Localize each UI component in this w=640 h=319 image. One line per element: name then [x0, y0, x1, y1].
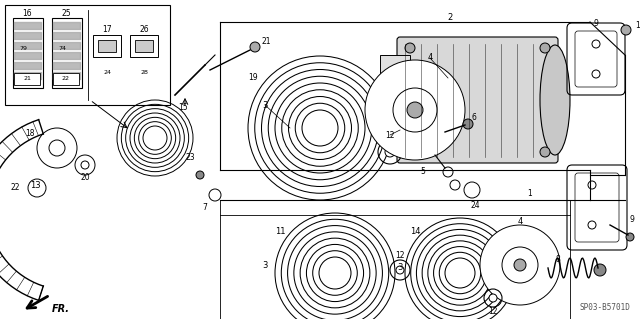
Text: 79: 79 [19, 46, 27, 50]
Circle shape [396, 266, 404, 274]
Text: 5: 5 [420, 167, 425, 176]
Circle shape [592, 40, 600, 48]
Bar [5, 5, 170, 105]
Text: 74: 74 [58, 46, 66, 50]
Ellipse shape [540, 45, 570, 155]
Text: 24: 24 [103, 70, 111, 75]
Text: 16: 16 [22, 9, 32, 18]
Circle shape [540, 147, 550, 157]
Circle shape [37, 128, 77, 168]
Text: 9: 9 [593, 19, 598, 27]
Bar [14, 73, 40, 85]
Circle shape [28, 179, 46, 197]
Circle shape [588, 221, 596, 229]
Text: 12: 12 [396, 250, 404, 259]
Text: 6: 6 [472, 114, 477, 122]
Text: 22: 22 [62, 76, 70, 80]
Text: 21: 21 [262, 38, 271, 47]
Circle shape [592, 70, 600, 78]
Circle shape [588, 181, 596, 189]
Text: 21: 21 [23, 76, 31, 80]
Circle shape [594, 264, 606, 276]
Circle shape [450, 180, 460, 190]
Circle shape [626, 233, 634, 241]
Text: 11: 11 [275, 227, 285, 236]
Text: 24: 24 [470, 201, 480, 210]
FancyBboxPatch shape [575, 31, 617, 87]
Bar [98, 40, 116, 52]
Bar [93, 35, 121, 57]
Text: 28: 28 [140, 70, 148, 75]
Circle shape [385, 147, 395, 157]
Text: 12: 12 [385, 130, 395, 139]
Circle shape [463, 119, 473, 129]
Circle shape [196, 171, 204, 179]
Text: 17: 17 [102, 26, 112, 34]
Circle shape [489, 294, 497, 302]
Text: 20: 20 [80, 174, 90, 182]
Bar [130, 35, 158, 57]
Bar [53, 73, 79, 85]
Circle shape [375, 80, 415, 120]
Text: 10: 10 [635, 20, 640, 29]
Circle shape [621, 25, 631, 35]
Text: 12: 12 [488, 308, 498, 316]
Text: 2: 2 [447, 13, 452, 23]
Text: 22: 22 [10, 183, 20, 192]
Circle shape [209, 189, 221, 201]
Text: 4: 4 [428, 54, 433, 63]
Text: 19: 19 [248, 72, 258, 81]
Text: 26: 26 [139, 26, 149, 34]
Text: 3: 3 [262, 100, 268, 109]
Circle shape [250, 42, 260, 52]
Bar [13, 18, 43, 88]
Text: 3: 3 [397, 263, 403, 272]
Text: 15: 15 [178, 103, 188, 113]
Text: 9: 9 [630, 216, 635, 225]
Text: 4: 4 [517, 218, 523, 226]
Circle shape [393, 88, 437, 132]
Circle shape [407, 102, 423, 118]
Circle shape [75, 155, 95, 175]
Circle shape [540, 43, 550, 53]
Circle shape [81, 161, 89, 169]
Text: SP03-B5701D: SP03-B5701D [579, 303, 630, 312]
Circle shape [514, 259, 526, 271]
Circle shape [365, 60, 465, 160]
Bar [52, 18, 82, 88]
Circle shape [49, 140, 65, 156]
Text: FR.: FR. [52, 304, 70, 314]
Text: 1: 1 [527, 189, 532, 197]
Text: 14: 14 [410, 227, 420, 236]
Text: 18: 18 [25, 129, 35, 137]
Circle shape [405, 147, 415, 157]
FancyBboxPatch shape [397, 37, 558, 163]
Circle shape [502, 247, 538, 283]
Text: 3: 3 [262, 261, 268, 270]
Bar [380, 55, 410, 145]
Bar [135, 40, 153, 52]
FancyBboxPatch shape [575, 173, 619, 242]
Circle shape [443, 167, 453, 177]
Text: 25: 25 [61, 9, 71, 18]
Text: 8: 8 [556, 256, 561, 264]
Text: 23: 23 [185, 153, 195, 162]
Circle shape [464, 182, 480, 198]
Text: 7: 7 [203, 204, 207, 212]
Circle shape [480, 225, 560, 305]
Circle shape [405, 43, 415, 53]
Circle shape [387, 92, 403, 108]
Text: 13: 13 [29, 181, 40, 189]
